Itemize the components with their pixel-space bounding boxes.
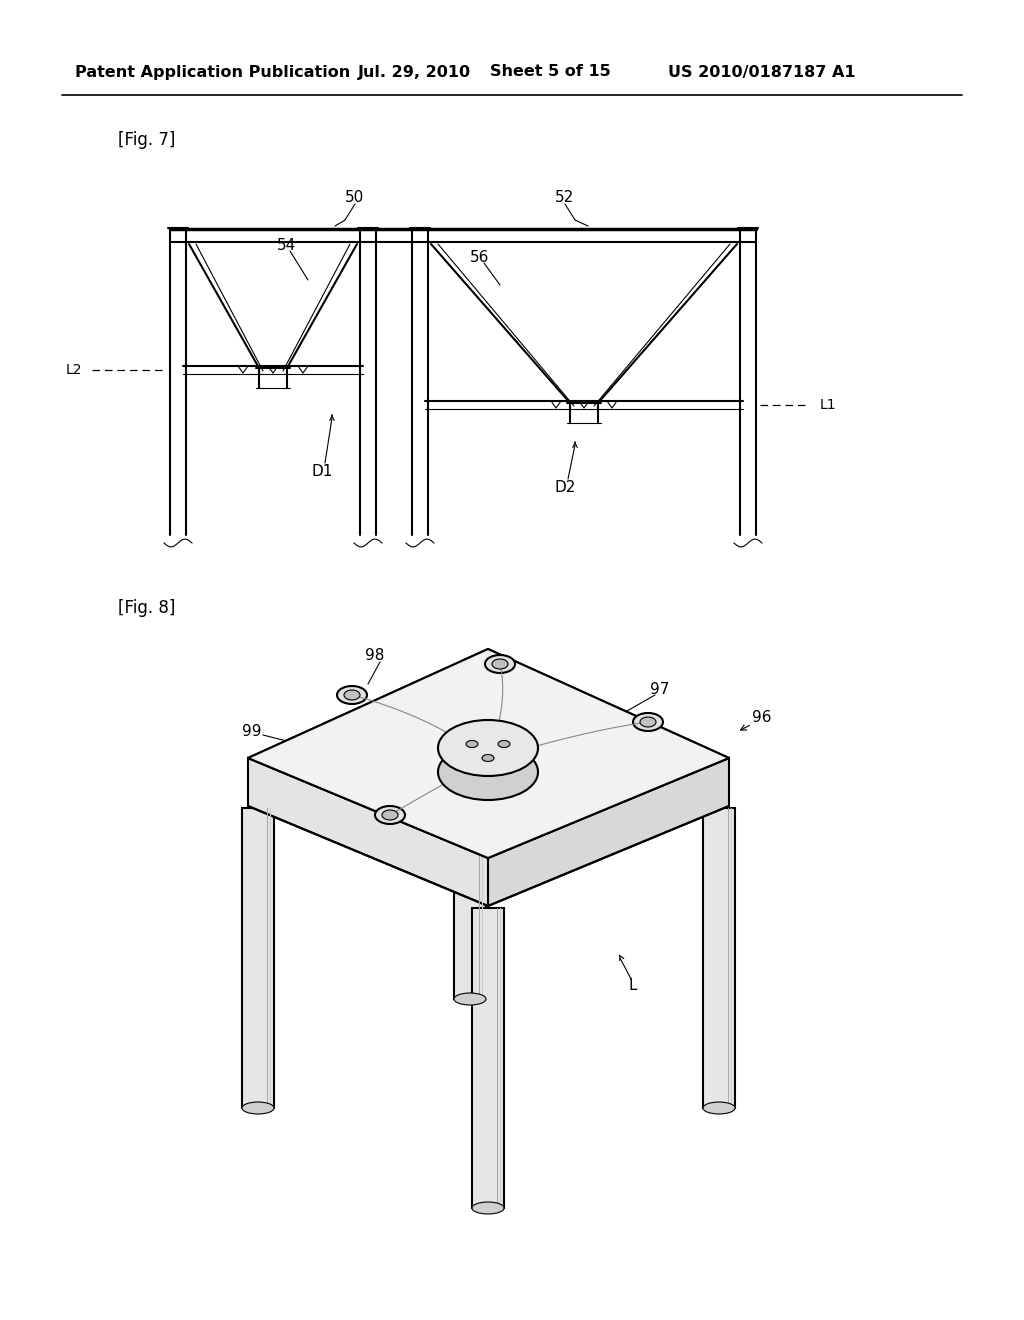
Ellipse shape xyxy=(492,659,508,669)
Ellipse shape xyxy=(438,719,538,776)
Text: L1: L1 xyxy=(820,399,837,412)
Polygon shape xyxy=(488,758,729,906)
Text: L2: L2 xyxy=(66,363,82,378)
Ellipse shape xyxy=(242,1102,274,1114)
Bar xyxy=(454,700,486,999)
Ellipse shape xyxy=(482,755,494,762)
Ellipse shape xyxy=(438,744,538,800)
Text: L: L xyxy=(628,978,637,993)
Polygon shape xyxy=(248,758,488,906)
Text: 97: 97 xyxy=(650,682,670,697)
Bar xyxy=(703,808,735,1107)
Text: Jul. 29, 2010: Jul. 29, 2010 xyxy=(358,65,471,79)
Ellipse shape xyxy=(640,717,656,727)
Text: D2: D2 xyxy=(554,480,575,495)
Ellipse shape xyxy=(466,741,478,747)
Ellipse shape xyxy=(485,655,515,673)
Bar xyxy=(242,808,274,1107)
Text: Sheet 5 of 15: Sheet 5 of 15 xyxy=(490,65,610,79)
Text: 98: 98 xyxy=(366,648,385,664)
Ellipse shape xyxy=(337,686,367,704)
Ellipse shape xyxy=(703,1102,735,1114)
Polygon shape xyxy=(248,649,729,858)
Text: 96: 96 xyxy=(753,710,772,726)
Text: 50: 50 xyxy=(345,190,365,206)
Ellipse shape xyxy=(498,741,510,747)
Bar xyxy=(472,908,504,1208)
Ellipse shape xyxy=(454,993,486,1005)
Ellipse shape xyxy=(472,1203,504,1214)
Text: 54: 54 xyxy=(276,238,296,252)
Text: D1: D1 xyxy=(311,465,333,479)
Text: 56: 56 xyxy=(470,249,489,264)
Ellipse shape xyxy=(375,807,406,824)
Ellipse shape xyxy=(633,713,663,731)
Ellipse shape xyxy=(382,810,398,820)
Text: US 2010/0187187 A1: US 2010/0187187 A1 xyxy=(668,65,855,79)
Polygon shape xyxy=(248,649,729,858)
Text: [Fig. 8]: [Fig. 8] xyxy=(118,599,175,616)
Text: Patent Application Publication: Patent Application Publication xyxy=(75,65,350,79)
Text: 99: 99 xyxy=(243,725,262,739)
Ellipse shape xyxy=(344,690,360,700)
Text: [Fig. 7]: [Fig. 7] xyxy=(118,131,175,149)
Text: 52: 52 xyxy=(555,190,574,206)
